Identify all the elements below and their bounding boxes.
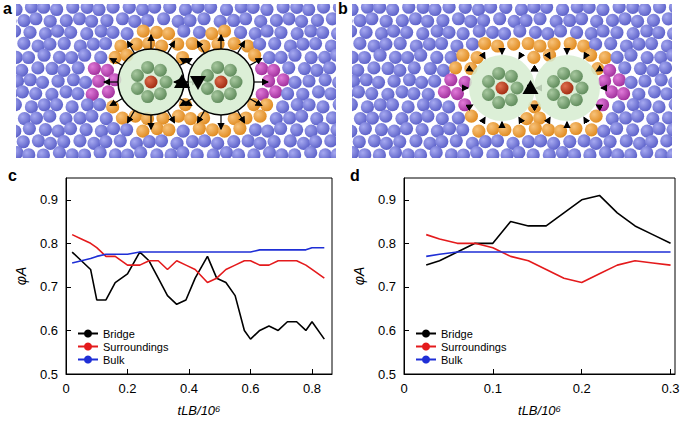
svg-text:c: c xyxy=(8,167,17,184)
svg-text:0.5: 0.5 xyxy=(378,367,396,382)
svg-text:0.7: 0.7 xyxy=(378,279,396,294)
svg-text:0.2: 0.2 xyxy=(118,381,136,396)
svg-text:0.1: 0.1 xyxy=(484,381,502,396)
svg-text:0.8: 0.8 xyxy=(378,236,396,251)
svg-text:φA: φA xyxy=(351,267,367,285)
html-text:a: a xyxy=(3,0,12,17)
svg-text:0.4: 0.4 xyxy=(180,381,198,396)
svg-text:d: d xyxy=(350,167,360,184)
svg-text:0.6: 0.6 xyxy=(40,323,58,338)
svg-text:0.6: 0.6 xyxy=(378,323,396,338)
html-text:b: b xyxy=(338,0,348,17)
svg-text:0.8: 0.8 xyxy=(40,236,58,251)
svg-text:Bridge: Bridge xyxy=(103,328,135,340)
svg-text:Surroundings: Surroundings xyxy=(103,341,169,353)
svg-text:Bulk: Bulk xyxy=(441,354,463,366)
svg-text:φA: φA xyxy=(13,267,29,285)
svg-text:0.9: 0.9 xyxy=(40,192,58,207)
svg-text:0: 0 xyxy=(400,381,407,396)
svg-text:0.7: 0.7 xyxy=(40,279,58,294)
svg-text:tLB/10⁶: tLB/10⁶ xyxy=(518,403,562,418)
svg-text:0.9: 0.9 xyxy=(378,192,396,207)
svg-text:0.2: 0.2 xyxy=(573,381,591,396)
svg-text:0: 0 xyxy=(62,381,69,396)
svg-text:Bridge: Bridge xyxy=(441,328,473,340)
svg-text:0.8: 0.8 xyxy=(303,381,321,396)
svg-text:tLB/10⁶: tLB/10⁶ xyxy=(178,403,222,418)
svg-text:0.5: 0.5 xyxy=(40,367,58,382)
svg-text:Surroundings: Surroundings xyxy=(441,341,507,353)
svg-text:0.6: 0.6 xyxy=(241,381,259,396)
svg-text:0.3: 0.3 xyxy=(662,381,680,396)
svg-text:Bulk: Bulk xyxy=(103,354,125,366)
